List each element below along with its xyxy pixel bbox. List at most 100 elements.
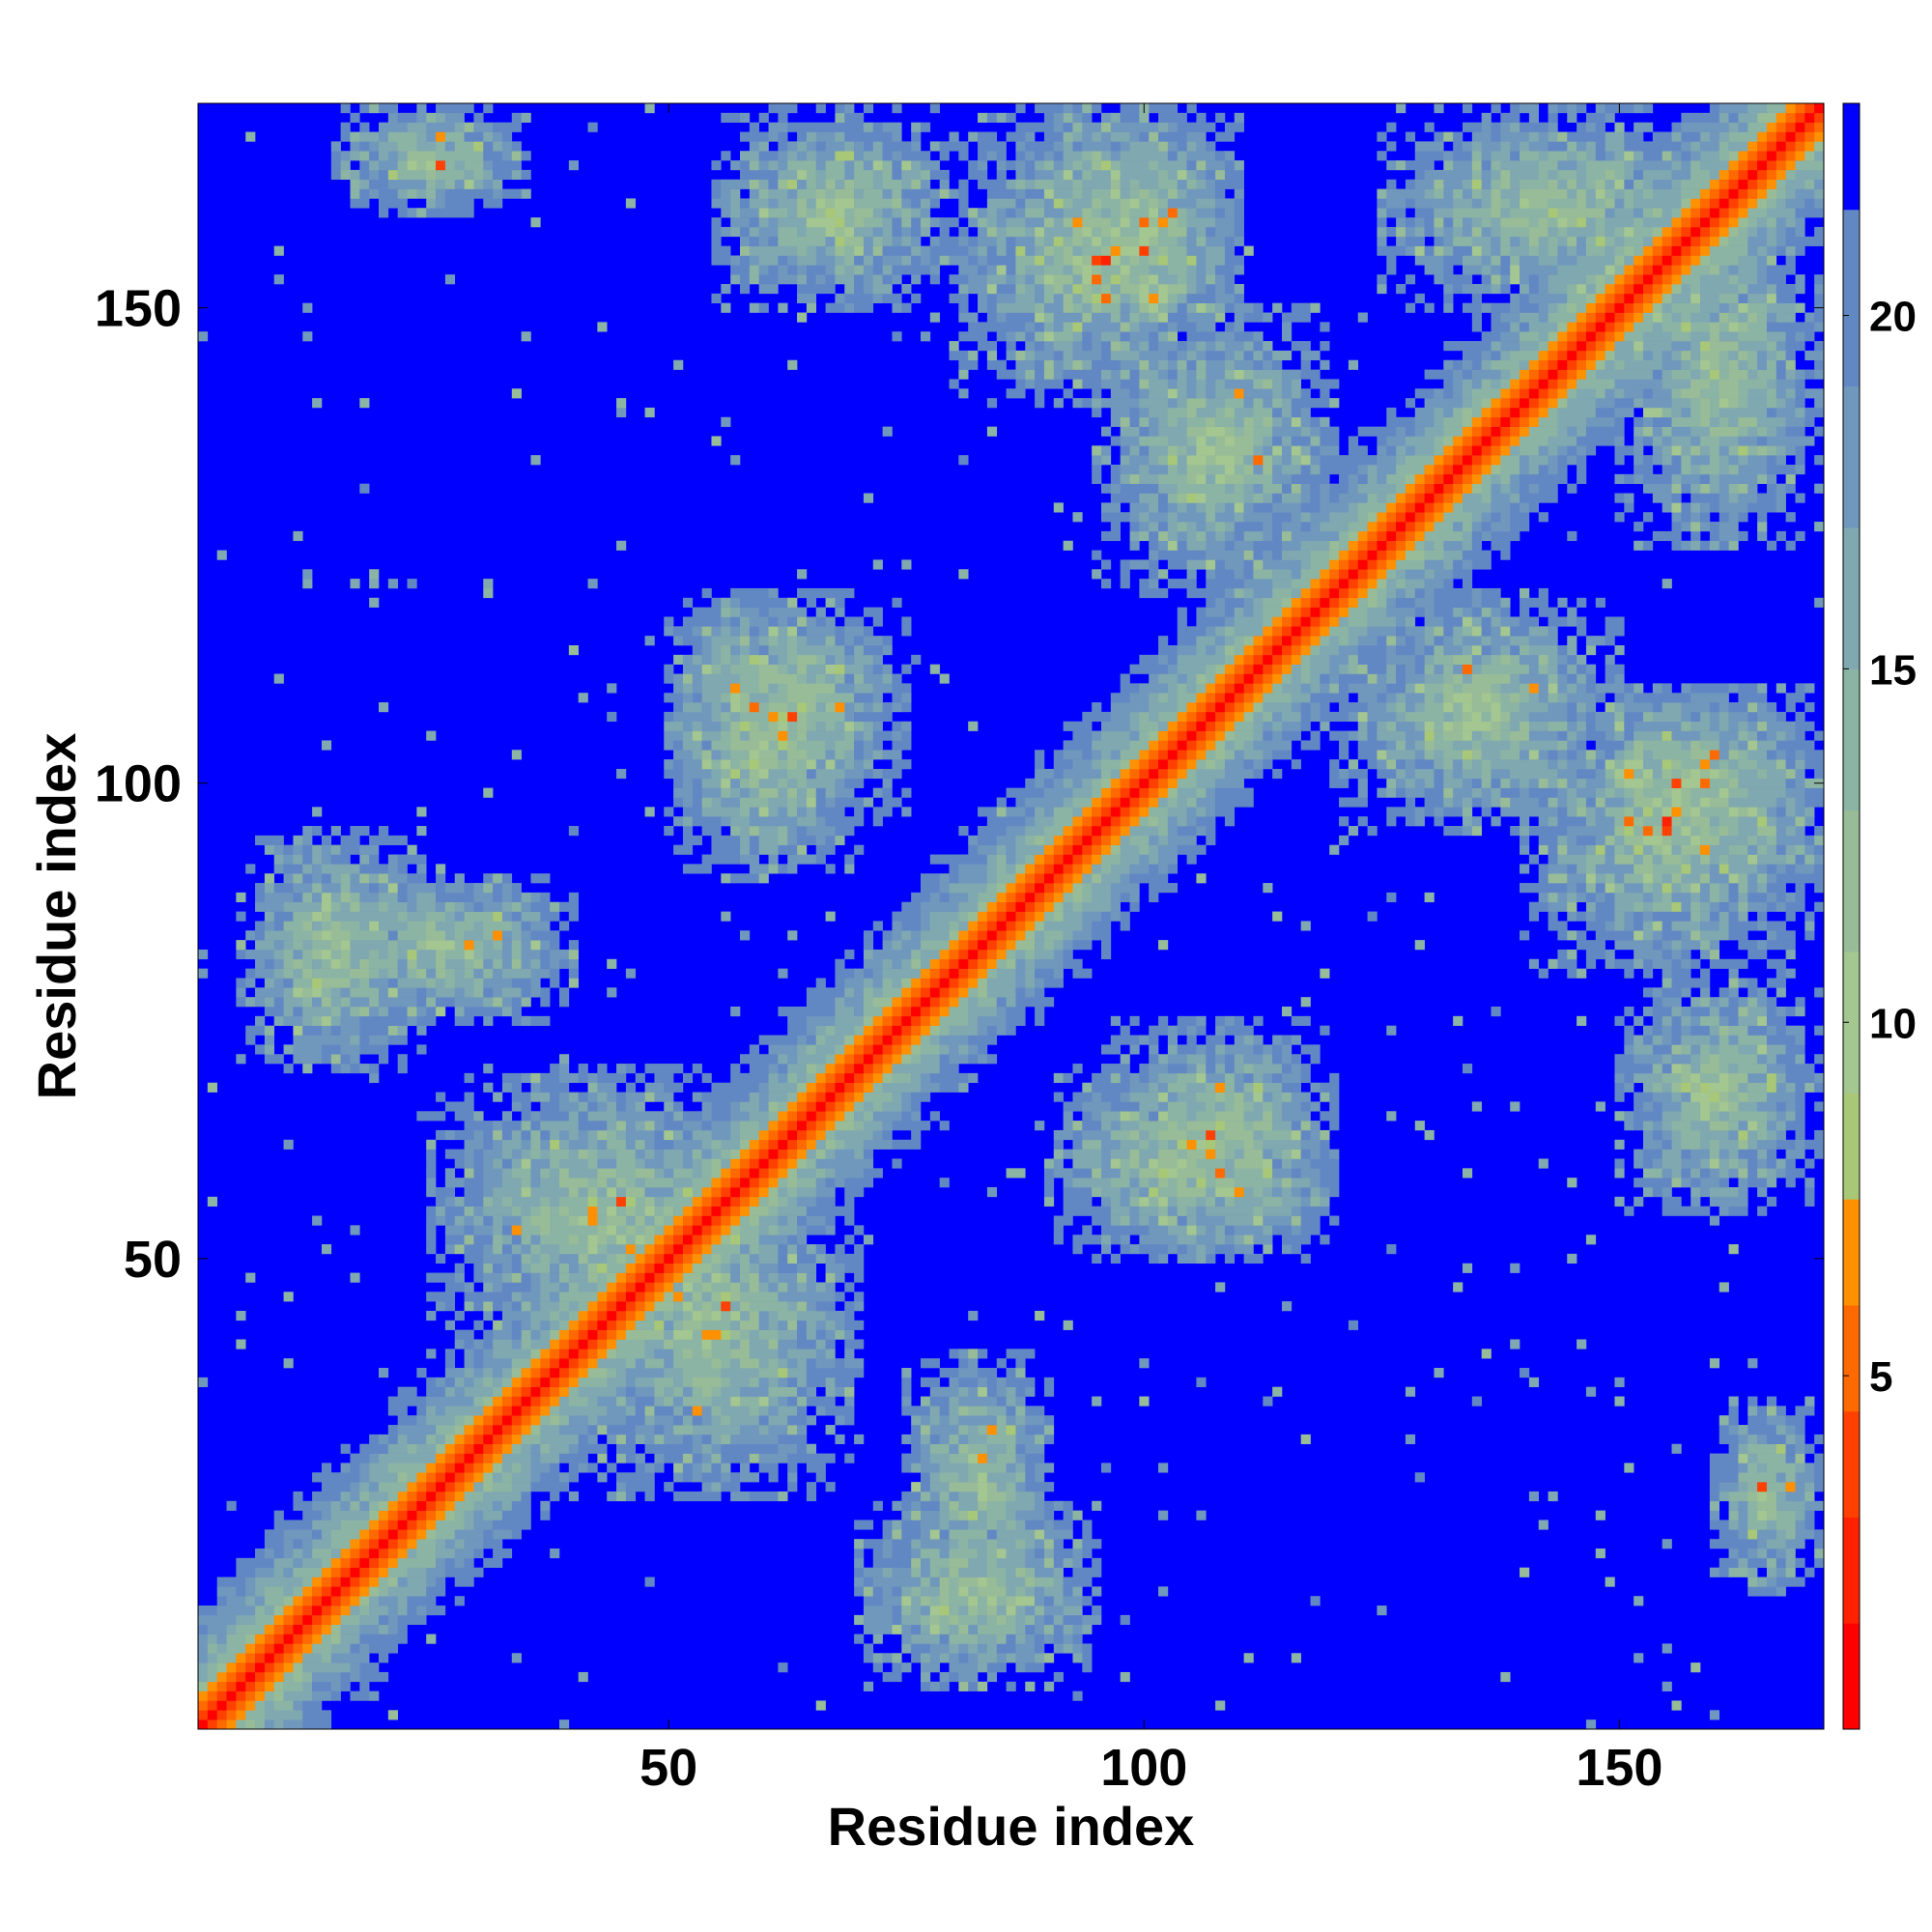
heatmap-cell-run bbox=[768, 1139, 779, 1150]
heatmap-cell-run bbox=[283, 864, 303, 874]
heatmap-cell-run bbox=[1082, 816, 1093, 827]
heatmap-cell-run bbox=[1082, 1082, 1093, 1093]
heatmap-cell-run bbox=[806, 1044, 817, 1055]
heatmap-cell-run bbox=[1785, 1548, 1796, 1559]
heatmap-cell-run bbox=[407, 1491, 417, 1502]
heatmap-cell-run bbox=[387, 968, 398, 979]
heatmap-cell-run bbox=[815, 1101, 826, 1112]
heatmap-cell-run bbox=[1795, 797, 1805, 808]
heatmap-cell-run bbox=[1614, 1015, 1625, 1026]
heatmap-cell-run bbox=[721, 911, 731, 922]
heatmap-cell-run bbox=[901, 1643, 912, 1654]
heatmap-cell-run bbox=[1006, 1614, 1016, 1626]
heatmap-cell-run bbox=[321, 1015, 332, 1026]
heatmap-cell-run bbox=[293, 1557, 303, 1568]
heatmap-cell-run bbox=[1015, 883, 1026, 894]
heatmap-cell-run bbox=[1520, 778, 1530, 788]
heatmap-cell-run bbox=[1471, 816, 1482, 827]
heatmap-cell-run bbox=[1766, 930, 1777, 941]
heatmap-cell-run bbox=[1681, 987, 1691, 998]
heatmap-cell-run bbox=[397, 930, 427, 941]
heatmap-cell-run bbox=[1035, 1539, 1045, 1549]
heatmap-cell-run bbox=[578, 1111, 588, 1122]
heatmap-cell-run bbox=[1063, 901, 1073, 912]
heatmap-cell-run bbox=[407, 1510, 417, 1520]
heatmap-cell-run bbox=[701, 1329, 722, 1340]
heatmap-cell-run bbox=[740, 1292, 779, 1302]
heatmap-cell-run bbox=[359, 1539, 370, 1549]
heatmap-cell-run bbox=[1766, 1557, 1777, 1568]
heatmap-cell-run bbox=[673, 1206, 684, 1216]
heatmap-cell-run bbox=[511, 1443, 522, 1454]
heatmap-cell-run bbox=[321, 1596, 332, 1606]
heatmap-cell-run bbox=[1709, 826, 1720, 837]
heatmap-cell-run bbox=[996, 997, 1007, 1008]
heatmap-cell-run bbox=[1690, 1054, 1701, 1065]
heatmap-cell-run bbox=[1139, 778, 1150, 788]
heatmap-cell-run bbox=[1043, 940, 1055, 951]
heatmap-cell-run bbox=[369, 1567, 380, 1577]
heatmap-cell-run bbox=[711, 1443, 722, 1454]
heatmap-cell-run bbox=[664, 1292, 674, 1302]
heatmap-cell-run bbox=[568, 1272, 588, 1283]
heatmap-cell-run bbox=[730, 1434, 779, 1445]
heatmap-cell-run bbox=[844, 1215, 855, 1226]
heatmap-cell-run bbox=[901, 1586, 912, 1597]
heatmap-cell-run bbox=[530, 1386, 541, 1397]
heatmap-cell-run bbox=[1614, 1064, 1654, 1074]
heatmap-cell-run bbox=[1728, 968, 1739, 979]
heatmap-cell-run bbox=[1671, 949, 1682, 960]
heatmap-cell-run bbox=[359, 1681, 370, 1691]
heatmap-cell-run bbox=[444, 1386, 456, 1397]
heatmap-cell-run bbox=[407, 958, 417, 969]
heatmap-cell-run bbox=[682, 1244, 694, 1255]
heatmap-cell-run bbox=[692, 1064, 702, 1074]
heatmap-cell-run bbox=[1291, 1064, 1301, 1074]
heatmap-cell-run bbox=[559, 1263, 570, 1273]
heatmap-cell-run bbox=[550, 1139, 560, 1150]
heatmap-cell-run bbox=[625, 1368, 665, 1378]
heatmap-cell-run bbox=[416, 940, 427, 951]
heatmap-cell-run bbox=[293, 1548, 303, 1559]
heatmap-cell-run bbox=[701, 1339, 712, 1350]
heatmap-cell-run bbox=[986, 1025, 998, 1036]
heatmap-cell-run bbox=[1785, 1557, 1796, 1568]
heatmap-cell-run bbox=[207, 1196, 217, 1207]
heatmap-cell-run bbox=[530, 1139, 541, 1150]
heatmap-cell-run bbox=[1043, 1539, 1055, 1549]
heatmap-cell-run bbox=[1243, 1235, 1254, 1245]
heatmap-cell-run bbox=[635, 1377, 655, 1387]
heatmap-cell-run bbox=[1567, 797, 1577, 808]
heatmap-cell-run bbox=[483, 1510, 503, 1520]
heatmap-cell-run bbox=[359, 1035, 370, 1045]
heatmap-cell-run bbox=[1025, 1472, 1036, 1483]
heatmap-cell-run bbox=[550, 1406, 560, 1416]
heatmap-cell-run bbox=[1253, 1139, 1264, 1150]
heatmap-cell-run bbox=[1015, 797, 1026, 808]
heatmap-cell-run bbox=[550, 1358, 560, 1369]
heatmap-cell-run bbox=[1291, 1149, 1301, 1159]
heatmap-cell-run bbox=[778, 1196, 788, 1207]
heatmap-cell-run bbox=[1643, 854, 1654, 865]
heatmap-cell-run bbox=[1043, 892, 1055, 903]
heatmap-cell-run bbox=[302, 949, 313, 960]
heatmap-cell-run bbox=[1206, 835, 1216, 845]
heatmap-cell-run bbox=[1196, 1235, 1216, 1245]
heatmap-cell-run bbox=[236, 1557, 275, 1568]
heatmap-cell-run bbox=[740, 1139, 751, 1150]
heatmap-cell-run bbox=[1719, 1092, 1729, 1102]
heatmap-cell-run bbox=[312, 1539, 332, 1549]
heatmap-cell-run bbox=[1149, 1054, 1159, 1065]
heatmap-cell-run bbox=[1595, 1510, 1605, 1520]
heatmap-cell-run bbox=[501, 1282, 531, 1293]
heatmap-cell-run bbox=[1215, 1149, 1226, 1159]
heatmap-cell-run bbox=[407, 1472, 417, 1483]
heatmap-cell-run bbox=[768, 1101, 779, 1112]
heatmap-cell-run bbox=[340, 1671, 351, 1683]
heatmap-cell-run bbox=[1785, 1007, 1796, 1017]
heatmap-cell-run bbox=[1234, 1092, 1244, 1102]
heatmap-cell-run bbox=[483, 930, 494, 941]
heatmap-cell-run bbox=[711, 1349, 731, 1359]
heatmap-cell-run bbox=[350, 1567, 360, 1577]
heatmap-cell-run bbox=[540, 940, 551, 951]
